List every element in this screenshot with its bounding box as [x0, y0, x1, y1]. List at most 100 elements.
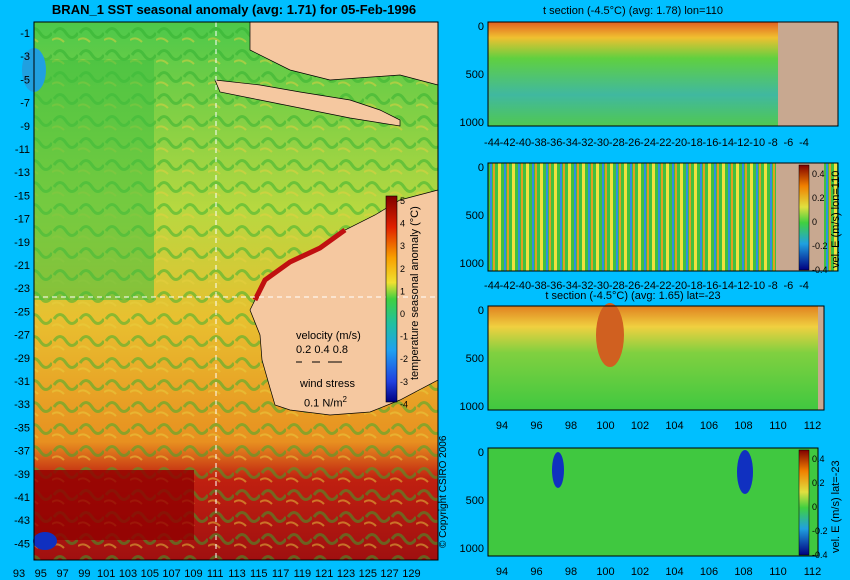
colorbar-tick-label: 1 — [400, 286, 405, 296]
lon-tick-label: 117 — [272, 568, 290, 580]
lat-axis-tick-label: -22 — [656, 137, 672, 149]
vel-colorbar-tick-label: 0.4 — [812, 169, 825, 179]
lon-tick-label: 129 — [402, 568, 420, 580]
colorbar-tick-label: 4 — [400, 219, 405, 229]
lat-tick-label: -3 — [20, 51, 30, 63]
main-map-title: BRAN_1 SST seasonal anomaly (avg: 1.71) … — [51, 2, 417, 17]
lat-tick-label: -43 — [14, 515, 30, 527]
lat-axis-tick-label: -26 — [624, 280, 640, 292]
lat-axis-tick-label: -44 — [484, 280, 500, 292]
lat-tick-label: -5 — [20, 74, 30, 86]
lat-tick-label: -9 — [20, 121, 30, 133]
lat-tick-label: -17 — [14, 214, 30, 226]
lat-tick-label: -35 — [14, 422, 30, 434]
panel1-title: t section (-4.5°C) (avg: 1.78) lon=110 — [543, 5, 723, 17]
lon-tick-label: 115 — [250, 568, 268, 580]
panel2-colorbar-label: vel. E (m/s) lon=110 — [830, 170, 842, 268]
lat-axis-tick-label: -26 — [624, 137, 640, 149]
sst-colorbar-label: temperature seasonal anomaly (°C) — [409, 206, 421, 380]
depth-tick-label: 0 — [478, 447, 484, 459]
lat-axis-tick-label: -40 — [515, 280, 531, 292]
lat-axis-tick-label: -44 — [484, 137, 500, 149]
lon-axis-tick-label: 96 — [530, 420, 542, 432]
vel-colorbar-tick-label: 0.4 — [812, 454, 825, 464]
lat-axis-tick-label: -40 — [515, 137, 531, 149]
lat-axis-tick-label: -18 — [687, 280, 703, 292]
main-map-chart: 5 4 3 2 1 0 -1 -2 -3 -4 -1 -3 -5 -7 -9 -11 -13 -15 -17 -19… — [13, 21, 439, 580]
lon-axis-tick-label: 108 — [734, 566, 752, 578]
colorbar-tick-label: 3 — [400, 241, 405, 251]
wind-stress-label: wind stress — [300, 378, 356, 390]
colorbar-tick-label: -2 — [400, 354, 408, 364]
lat-axis-tick-label: -24 — [640, 137, 656, 149]
lon-axis-tick-label: 102 — [631, 420, 649, 432]
vel-colorbar-tick-label: -0.4 — [812, 265, 828, 275]
lat-axis-tick-label: -28 — [609, 280, 625, 292]
lon-axis-tick-label: 110 — [769, 566, 787, 578]
lat-axis-tick-label: -8 — [768, 137, 778, 149]
lat-axis-tick-label: -36 — [546, 280, 562, 292]
lon-axis-tick-label: 94 — [496, 566, 508, 578]
lat-tick-label: -1 — [20, 28, 30, 40]
lat-tick-label: -13 — [14, 167, 30, 179]
lat-axis-tick-label: -14 — [718, 280, 734, 292]
lat-axis-tick-label: -6 — [784, 280, 794, 292]
lat-tick-label: -21 — [14, 260, 30, 272]
lat-axis-tick-label: -12 — [734, 137, 750, 149]
lat-axis-tick-label: -16 — [702, 137, 718, 149]
lon-tick-label: 99 — [78, 568, 90, 580]
lon-tick-label: 123 — [337, 568, 355, 580]
panel3-title: t section (-4.5°C) (avg: 1.65) lat=-23 — [545, 290, 721, 302]
vel-colorbar-tick-label: -0.2 — [812, 526, 828, 536]
depth-tick-label: 1000 — [460, 117, 484, 129]
lat-tick-label: -11 — [15, 144, 30, 156]
lat-tick-label: -25 — [14, 306, 30, 318]
lat-axis-tick-label: -42 — [500, 137, 516, 149]
colorbar-tick-label: 0 — [400, 309, 405, 319]
lon-tick-label: 127 — [380, 568, 398, 580]
lat-axis-tick-label: -18 — [687, 137, 703, 149]
depth-tick-label: 1000 — [460, 401, 484, 413]
vel-colorbar-tick-label: 0.2 — [812, 193, 825, 203]
lat-tick-label: -15 — [14, 190, 30, 202]
colorbar-tick-label: -3 — [400, 377, 408, 387]
vel-colorbar-tick-label: -0.2 — [812, 241, 828, 251]
lon-tick-label: 97 — [56, 568, 68, 580]
lat-axis-tick-label: -36 — [546, 137, 562, 149]
lon-tick-label: 125 — [359, 568, 377, 580]
lat-tick-label: -27 — [14, 330, 30, 342]
lat-axis-tick-label: -10 — [749, 280, 765, 292]
lat-axis-tick-label: -16 — [702, 280, 718, 292]
lat-tick-label: -37 — [14, 446, 30, 458]
lon-axis-tick-label: 106 — [700, 420, 718, 432]
lon-axis-tick-label: 100 — [596, 420, 614, 432]
velocity-legend-values: 0.2 0.4 0.8 — [296, 344, 348, 356]
lon-tick-label: 107 — [162, 568, 180, 580]
lat-tick-label: -33 — [14, 399, 30, 411]
depth-tick-label: 1000 — [460, 258, 484, 270]
lat-axis-tick-label: -10 — [749, 137, 765, 149]
depth-tick-label: 0 — [478, 21, 484, 33]
lon-axis-tick-label: 104 — [665, 420, 683, 432]
lat-tick-label: -29 — [14, 353, 30, 365]
lat-axis-tick-label: -30 — [593, 280, 609, 292]
lon-tick-label: 113 — [228, 568, 246, 580]
lat-tick-label: -41 — [14, 492, 30, 504]
lon-tick-label: 109 — [184, 568, 202, 580]
lat-axis-tick-label: -42 — [500, 280, 516, 292]
depth-tick-label: 0 — [478, 162, 484, 174]
vel-colorbar-tick-label: 0 — [812, 217, 817, 227]
depth-tick-label: 1000 — [460, 543, 484, 555]
lat-axis-tick-label: -34 — [562, 137, 578, 149]
lon-tick-label: 121 — [315, 568, 333, 580]
lon-axis-tick-label: 110 — [769, 420, 787, 432]
lat-axis-tick-label: -32 — [578, 280, 594, 292]
lat-axis-tick-label: -4 — [799, 137, 809, 149]
colorbar-tick-label: 5 — [400, 196, 405, 206]
lat-tick-label: -7 — [20, 98, 30, 110]
lat-axis-tick-label: -20 — [671, 137, 687, 149]
vel-colorbar-tick-label: 0.2 — [812, 478, 825, 488]
lon-tick-label: 103 — [119, 568, 137, 580]
lon-tick-label: 93 — [13, 568, 25, 580]
lon-axis-tick-label: 98 — [565, 420, 577, 432]
